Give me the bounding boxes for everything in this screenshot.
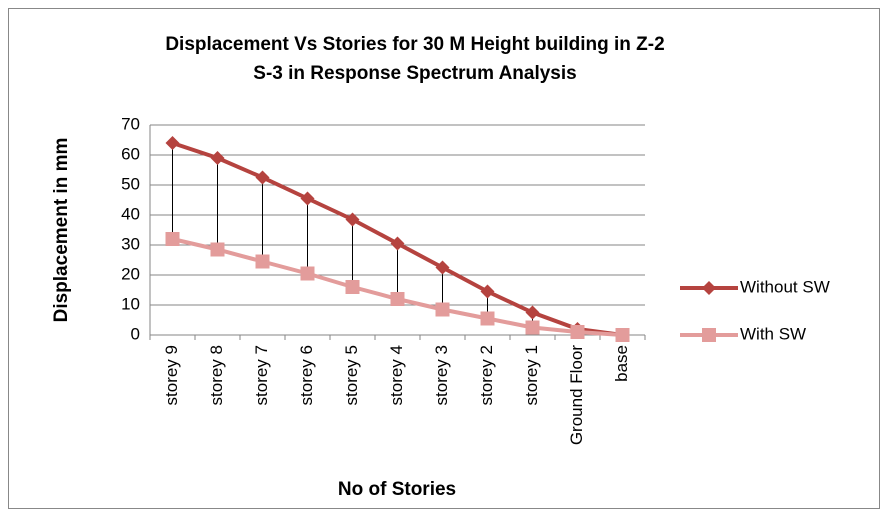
point [702,281,716,295]
point [480,284,495,299]
x-tick-label: storey 7 [252,345,271,405]
point [435,260,450,275]
y-axis-title: Displacement in mm [51,138,72,323]
point [702,328,716,342]
chart-border [8,8,880,509]
x-tick-label: Ground Floor [567,345,586,445]
chart-title: S-3 in Response Spectrum Analysis [253,63,576,84]
y-tick-label: 30 [121,234,140,253]
y-tick-label: 0 [131,324,140,343]
point [255,170,270,185]
point [210,151,225,165]
point [165,136,180,150]
point [435,302,450,317]
x-tick-label: storey 9 [162,345,181,405]
point [300,266,315,281]
y-tick-label: 60 [121,144,140,163]
point [345,280,360,294]
x-tick-label: base [612,345,631,382]
x-tick-label: storey 1 [522,345,541,405]
x-tick-label: storey 8 [207,345,226,405]
y-tick-label: 40 [121,204,140,223]
y-tick-label: 70 [121,114,140,133]
legend-label: Without SW [740,277,830,296]
x-tick-label: storey 5 [342,345,361,405]
point [390,236,405,251]
y-tick-label: 10 [121,294,140,313]
x-tick-label: storey 6 [297,345,316,405]
point [390,292,405,306]
point [165,232,180,246]
point [615,328,630,342]
point [210,242,225,257]
point [255,254,270,269]
y-tick-label: 20 [121,264,140,283]
legend-label: With SW [740,324,806,343]
point [300,191,315,206]
x-axis-title: No of Stories [338,479,456,500]
point [570,325,585,339]
x-tick-label: storey 4 [387,345,406,405]
y-tick-label: 50 [121,174,140,193]
chart-title: Displacement Vs Stories for 30 M Height … [165,34,664,55]
x-tick-label: storey 2 [477,345,496,405]
point [525,320,540,335]
point [345,212,360,227]
point [480,311,495,326]
point [525,305,540,320]
x-tick-label: storey 3 [432,345,451,405]
